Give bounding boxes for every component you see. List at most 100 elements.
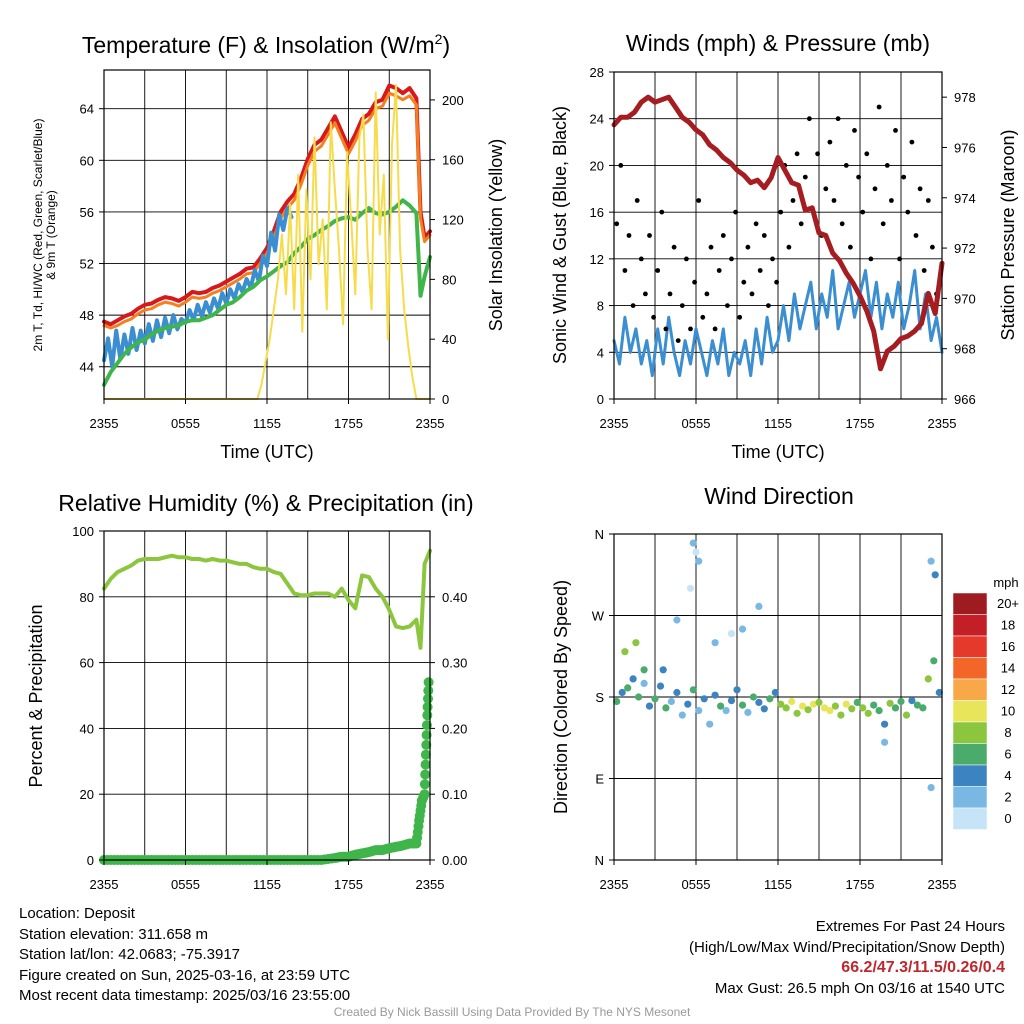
direction-ticks: 2355 0555 1155 1755 2355 N E S W N xyxy=(592,527,957,892)
y-tick-label: S xyxy=(595,690,604,705)
wind-y-label: Sonic Wind & Gust (Blue, Black) xyxy=(550,106,570,364)
temperature-y-label-line1: 2m T, Td, HI/WC (Red, Green, Scarlet/Blu… xyxy=(31,119,45,352)
direction-point xyxy=(782,704,790,712)
x-tick-label: 1155 xyxy=(253,416,281,431)
gust-point xyxy=(864,151,870,157)
x-tick-label: 0555 xyxy=(171,416,200,431)
x-tick-label: 2355 xyxy=(90,877,119,892)
direction-point xyxy=(684,700,692,708)
gust-point xyxy=(827,139,833,145)
gust-point xyxy=(798,221,804,227)
direction-point xyxy=(935,688,943,697)
direction-point xyxy=(908,697,916,705)
gust-point xyxy=(708,244,714,250)
direction-point xyxy=(913,701,922,709)
direction-point xyxy=(618,688,626,697)
x-tick-label: 0555 xyxy=(171,877,200,892)
x-tick-label: 2355 xyxy=(416,416,445,431)
direction-point xyxy=(722,707,730,715)
direction-point xyxy=(662,704,670,712)
gust-point xyxy=(770,256,775,262)
precipitation-point xyxy=(423,685,434,696)
gust-point xyxy=(909,139,915,145)
gust-point xyxy=(614,221,620,227)
direction-point xyxy=(793,709,801,717)
direction-point xyxy=(727,697,736,705)
gust-point xyxy=(790,198,796,203)
direction-point xyxy=(886,699,894,707)
y-right-tick-label: 0.20 xyxy=(442,721,467,736)
gust-point xyxy=(737,314,743,320)
direction-point xyxy=(777,700,785,708)
y-right-tick-label: 972 xyxy=(954,241,976,256)
pressure-y-label: Station Pressure (Maroon) xyxy=(998,129,1018,340)
legend-label: 6 xyxy=(1004,747,1011,762)
gust-point xyxy=(725,303,730,308)
gust-point xyxy=(700,314,706,320)
y-right-tick-label: 976 xyxy=(954,140,976,155)
y-tick-label: 64 xyxy=(80,102,94,117)
direction-point xyxy=(826,707,834,715)
sonic-wind-line xyxy=(612,269,944,378)
legend-swatch xyxy=(952,678,988,701)
precipitation-point xyxy=(420,749,431,760)
gust-point xyxy=(667,291,673,297)
humidity-grid xyxy=(104,531,430,860)
extremes-title: Extremes For Past 24 Hours xyxy=(815,918,1005,935)
y-tick-label: 100 xyxy=(72,524,94,539)
gust-point xyxy=(626,233,632,238)
direction-point xyxy=(673,616,681,624)
direction-point xyxy=(678,711,686,719)
direction-point xyxy=(760,705,768,713)
direction-point xyxy=(902,711,911,719)
humidity-ticks: 2355 0555 1155 1755 2355 0 20 40 60 80 100 0.00 0.10… xyxy=(72,524,467,892)
direction-point xyxy=(651,695,659,703)
direction-point xyxy=(640,666,648,674)
gust-point xyxy=(778,209,784,215)
direction-point xyxy=(640,679,648,688)
gust-point xyxy=(794,151,800,157)
y-tick-label: 40 xyxy=(80,721,94,736)
y-tick-label: 44 xyxy=(80,360,94,375)
y-right-tick-label: 200 xyxy=(442,93,464,108)
direction-point xyxy=(881,720,889,728)
legend-label: 10 xyxy=(1001,704,1015,719)
gust-point xyxy=(729,256,734,262)
gust-point xyxy=(839,221,845,227)
direction-point xyxy=(695,557,703,565)
y-tick-label: N xyxy=(595,853,604,868)
y-tick-label: 4 xyxy=(597,345,604,360)
direction-y-label: Direction (Colored By Speed) xyxy=(551,580,571,814)
gust-point xyxy=(741,279,747,285)
x-tick-label: 2355 xyxy=(90,416,119,431)
direction-point xyxy=(755,698,763,707)
gust-point xyxy=(831,198,837,203)
heat-index-wind-chill-line xyxy=(102,206,294,369)
winds-ticks: 2355 0555 1155 1755 2355 0 4 8 12 16 20 24 28 966 968 9… xyxy=(590,65,976,431)
humidity-panel-title: Relative Humidity (%) & Precipitation (i… xyxy=(58,490,473,516)
station-latlon: Station lat/lon: 42.0683; -75.3917 xyxy=(19,946,241,963)
x-tick-label: 1755 xyxy=(334,877,363,892)
x-tick-label: 1155 xyxy=(764,416,792,431)
y-tick-label: 60 xyxy=(80,153,94,168)
gust-point xyxy=(766,303,771,308)
direction-point xyxy=(656,682,665,690)
legend-label: 0 xyxy=(1004,811,1011,826)
direction-point xyxy=(881,738,889,746)
direction-point xyxy=(692,548,700,556)
humidity-precip-panel: Relative Humidity (%) & Precipitation (i… xyxy=(26,490,474,892)
direction-point xyxy=(804,706,812,714)
gust-point xyxy=(745,244,751,250)
y-right-tick-label: 40 xyxy=(442,332,456,347)
y-tick-label: 48 xyxy=(80,308,94,323)
direction-point xyxy=(864,709,872,717)
y-tick-label: N xyxy=(595,527,604,542)
direction-point xyxy=(809,700,818,708)
legend-label: 2 xyxy=(1004,790,1011,805)
extremes-info: Extremes For Past 24 Hours (High/Low/Max… xyxy=(689,917,1005,999)
direction-point xyxy=(659,666,667,674)
legend-label: 16 xyxy=(1001,639,1015,654)
temperature-series xyxy=(102,83,432,400)
gust-point xyxy=(930,244,935,250)
